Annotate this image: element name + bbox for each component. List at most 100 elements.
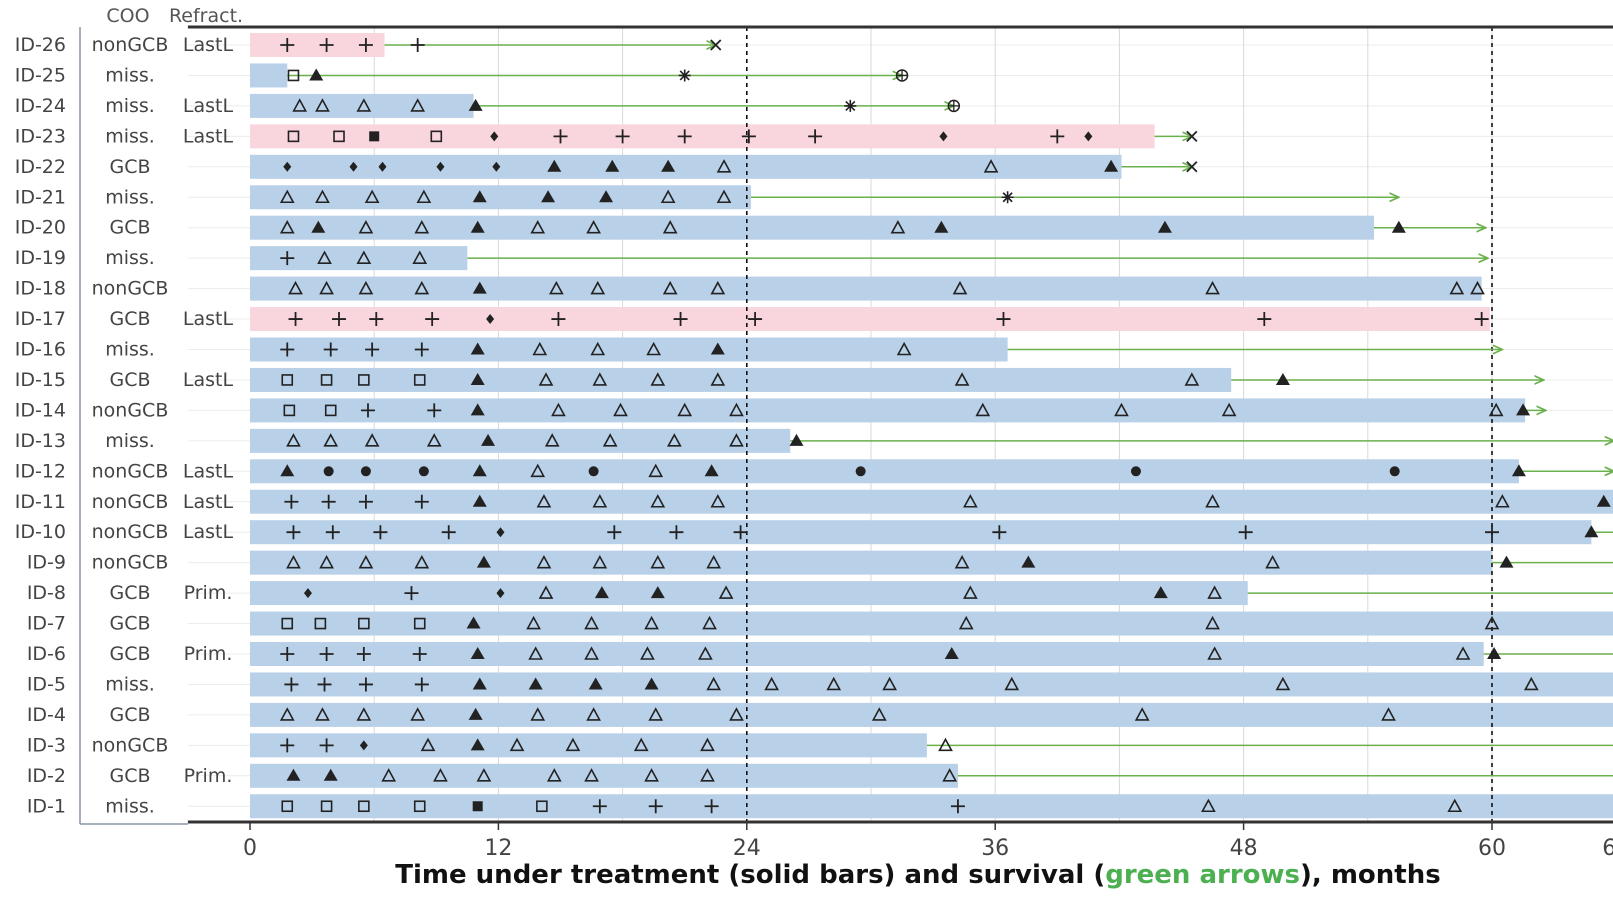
event-marker-open-triangle — [890, 220, 906, 234]
triangle-shape — [528, 646, 544, 660]
event-marker-plus — [704, 799, 719, 814]
event-marker-plus — [319, 738, 334, 753]
plus-shape — [677, 129, 692, 144]
event-marker-open-triangle — [476, 768, 492, 782]
row-coo-label: miss. — [105, 430, 155, 452]
treatment-bar — [250, 337, 1008, 362]
triangle-shape — [481, 433, 496, 446]
triangle-shape — [433, 768, 448, 782]
event-marker-plus — [286, 525, 301, 540]
event-marker-open-triangle — [584, 615, 599, 630]
plus-shape — [733, 525, 748, 540]
event-marker-plus — [358, 494, 373, 509]
event-marker-open-triangle — [551, 402, 566, 417]
row-coo-label: GCB — [109, 308, 150, 330]
event-marker-open-square — [536, 800, 548, 813]
event-marker-open-triangle — [358, 554, 374, 569]
event-marker-plus — [412, 647, 427, 661]
row-id-label: ID-26 — [15, 34, 66, 56]
triangle-shape — [319, 554, 334, 569]
event-marker-open-triangle — [702, 615, 717, 630]
plus-shape — [704, 799, 719, 814]
triangle-shape — [599, 190, 614, 203]
triangle-shape — [882, 676, 897, 691]
event-marker-filled-diamond — [303, 588, 312, 599]
triangle-shape — [710, 372, 726, 386]
event-marker-filled-triangle — [594, 586, 609, 599]
event-marker-open-triangle — [633, 737, 649, 752]
event-marker-filled-circle — [418, 466, 429, 477]
asterisk-shape — [678, 69, 691, 82]
triangle-shape — [356, 707, 372, 721]
event-marker-open-triangle — [412, 250, 428, 264]
plus-shape — [323, 342, 338, 357]
event-marker-open-triangle — [650, 494, 666, 508]
triangle-shape — [710, 342, 725, 355]
row-id-label: ID-20 — [15, 217, 66, 239]
plus-shape — [551, 312, 566, 327]
row-id-label: ID-12 — [15, 460, 66, 482]
event-marker-open-triangle — [420, 737, 436, 752]
event-marker-plus — [607, 525, 622, 540]
event-marker-open-triangle — [662, 280, 678, 295]
square-shape — [287, 130, 300, 143]
row-id-label: ID-3 — [27, 734, 66, 756]
event-marker-open-square — [287, 130, 300, 143]
event-marker-plus — [733, 525, 748, 540]
triangle-shape — [590, 341, 606, 356]
triangle-shape — [414, 280, 430, 295]
row-id-label: ID-11 — [15, 491, 66, 513]
row-refract-label: Prim. — [184, 643, 233, 665]
x-tick-label: 12 — [484, 836, 512, 861]
event-marker-plus — [677, 129, 692, 144]
event-marker-open-triangle — [279, 189, 295, 204]
event-marker-filled-triangle — [468, 98, 483, 111]
triangle-shape — [544, 433, 560, 447]
square-shape — [314, 617, 327, 630]
event-marker-open-triangle — [530, 220, 546, 234]
plus-shape — [950, 799, 965, 814]
x-axis-title-post: ), months — [1300, 860, 1441, 890]
triangle-shape — [420, 737, 436, 752]
event-marker-plus — [358, 677, 373, 692]
event-marker-filled-diamond — [378, 161, 387, 172]
triangle-shape — [1184, 372, 1200, 386]
event-marker-plus — [1485, 525, 1499, 540]
triangle-shape — [526, 615, 541, 630]
event-marker-filled-triangle — [789, 433, 804, 446]
triangle-shape — [592, 554, 608, 569]
event-marker-filled-square — [369, 131, 380, 142]
event-marker-open-triangle — [871, 707, 887, 721]
event-marker-open-triangle — [315, 98, 330, 112]
event-marker-plus — [648, 799, 663, 814]
event-marker-plus — [280, 647, 295, 661]
row-coo-label: miss. — [105, 673, 155, 695]
row-coo-label: GCB — [109, 217, 150, 239]
event-marker-filled-circle — [323, 466, 334, 477]
diamond-shape — [349, 161, 358, 172]
triangle-shape — [586, 220, 601, 234]
triangle-shape — [315, 98, 330, 112]
triangle-shape — [426, 433, 442, 447]
event-marker-open-triangle — [414, 220, 430, 234]
diamond-shape — [378, 161, 387, 172]
event-marker-filled-triangle — [470, 403, 485, 416]
event-marker-filled-triangle — [541, 190, 556, 203]
event-marker-open-triangle — [509, 737, 525, 752]
triangle-shape — [648, 463, 664, 478]
triangle-shape — [1004, 676, 1020, 691]
event-marker-open-triangle — [584, 646, 599, 660]
event-marker-plus — [356, 647, 371, 661]
plus-shape — [317, 677, 332, 692]
event-marker-open-triangle — [729, 707, 744, 721]
treatment-bars — [250, 33, 1613, 819]
square-shape — [358, 617, 370, 630]
triangle-shape — [315, 707, 330, 721]
triangle-shape — [954, 372, 970, 386]
coo-column-header: COO — [106, 5, 149, 27]
event-marker-open-square — [281, 374, 294, 386]
row-id-label: ID-1 — [27, 795, 66, 817]
plus-shape — [808, 129, 823, 144]
event-marker-filled-diamond — [283, 161, 292, 172]
row-refract-label: LastL — [183, 460, 234, 482]
